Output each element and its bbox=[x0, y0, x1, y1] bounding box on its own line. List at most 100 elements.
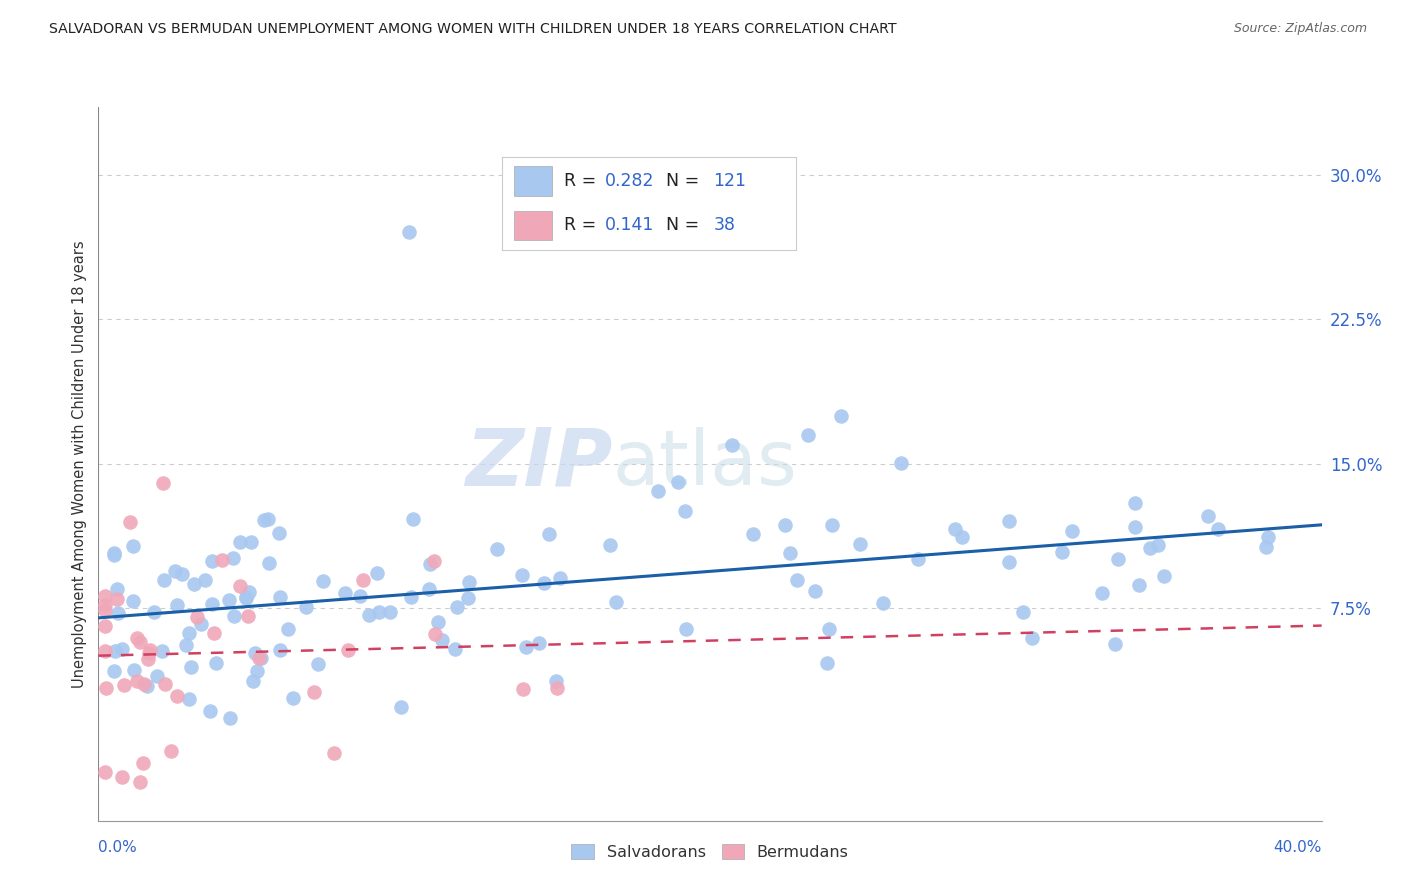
Point bbox=[112, 678, 135, 692]
Point bbox=[797, 428, 820, 442]
Point bbox=[218, 711, 240, 725]
Point bbox=[136, 652, 159, 666]
Point bbox=[105, 582, 128, 596]
Point bbox=[236, 608, 259, 623]
Point bbox=[194, 573, 217, 587]
Point bbox=[529, 635, 551, 649]
Point bbox=[221, 550, 243, 565]
Point bbox=[333, 586, 356, 600]
Point bbox=[1197, 509, 1219, 524]
Point bbox=[103, 548, 125, 562]
Point bbox=[419, 557, 441, 571]
Point bbox=[93, 598, 115, 612]
Point bbox=[1012, 605, 1035, 619]
Point bbox=[136, 679, 159, 693]
Point bbox=[804, 584, 827, 599]
Point bbox=[257, 511, 280, 525]
Point bbox=[200, 597, 222, 611]
Point bbox=[146, 669, 169, 683]
Point bbox=[103, 545, 125, 559]
Point bbox=[103, 664, 125, 678]
Point bbox=[153, 573, 176, 587]
Point bbox=[666, 475, 689, 490]
Point bbox=[277, 622, 299, 636]
Point bbox=[349, 589, 371, 603]
Point bbox=[943, 522, 966, 536]
Point bbox=[281, 690, 304, 705]
Point bbox=[269, 642, 291, 657]
Point bbox=[243, 646, 266, 660]
Point bbox=[204, 657, 226, 671]
Point bbox=[166, 689, 188, 703]
Point bbox=[890, 456, 912, 470]
Point bbox=[997, 555, 1019, 569]
Point bbox=[337, 642, 360, 657]
Point bbox=[127, 674, 149, 689]
Point bbox=[1104, 637, 1126, 651]
Point bbox=[163, 564, 186, 578]
Point bbox=[1206, 522, 1229, 536]
Point bbox=[1139, 541, 1161, 555]
Point bbox=[515, 640, 537, 655]
Point bbox=[537, 527, 560, 541]
Point bbox=[907, 551, 929, 566]
Point bbox=[235, 591, 257, 606]
Point bbox=[742, 527, 765, 541]
Point bbox=[446, 600, 468, 615]
Point bbox=[830, 409, 852, 423]
Point bbox=[1257, 530, 1279, 544]
Point bbox=[720, 437, 742, 451]
Point bbox=[402, 512, 425, 526]
Point bbox=[242, 673, 264, 688]
Point bbox=[872, 596, 894, 610]
Bar bbox=[513, 211, 553, 241]
Point bbox=[457, 591, 479, 605]
Text: 121: 121 bbox=[713, 171, 747, 190]
Point bbox=[211, 553, 233, 567]
Point bbox=[252, 513, 274, 527]
Point bbox=[546, 681, 568, 695]
Point bbox=[139, 643, 162, 657]
Point bbox=[186, 610, 208, 624]
Point bbox=[105, 591, 128, 606]
Point bbox=[93, 644, 115, 658]
Point bbox=[228, 534, 250, 549]
Point bbox=[153, 677, 176, 691]
Point bbox=[1153, 569, 1175, 583]
Point bbox=[143, 605, 166, 619]
Point bbox=[786, 574, 808, 588]
Point bbox=[485, 541, 508, 556]
Point bbox=[323, 746, 346, 760]
Text: ZIP: ZIP bbox=[465, 425, 612, 503]
Point bbox=[132, 756, 155, 770]
Point bbox=[1091, 586, 1114, 600]
Point bbox=[122, 540, 145, 554]
Point bbox=[107, 606, 129, 620]
Point bbox=[269, 526, 291, 541]
Point bbox=[378, 605, 401, 619]
Point bbox=[368, 605, 391, 619]
Point bbox=[352, 574, 374, 588]
Point bbox=[125, 631, 148, 645]
Point bbox=[366, 566, 388, 581]
Text: 0.141: 0.141 bbox=[605, 216, 654, 234]
Text: Source: ZipAtlas.com: Source: ZipAtlas.com bbox=[1233, 22, 1367, 36]
Point bbox=[950, 530, 973, 544]
Point bbox=[111, 770, 134, 784]
Point bbox=[357, 607, 380, 622]
Point bbox=[430, 632, 453, 647]
Point bbox=[675, 622, 697, 636]
Text: SALVADORAN VS BERMUDAN UNEMPLOYMENT AMONG WOMEN WITH CHILDREN UNDER 18 YEARS COR: SALVADORAN VS BERMUDAN UNEMPLOYMENT AMON… bbox=[49, 22, 897, 37]
Point bbox=[239, 534, 262, 549]
Point bbox=[152, 476, 174, 491]
Point bbox=[418, 582, 440, 596]
Point bbox=[647, 484, 669, 499]
Point bbox=[302, 685, 325, 699]
Text: N =: N = bbox=[666, 171, 706, 190]
Point bbox=[399, 590, 422, 604]
Point bbox=[269, 590, 291, 604]
Point bbox=[599, 538, 621, 552]
Point bbox=[174, 639, 197, 653]
Y-axis label: Unemployment Among Women with Children Under 18 years: Unemployment Among Women with Children U… bbox=[72, 240, 87, 688]
Point bbox=[177, 626, 200, 640]
